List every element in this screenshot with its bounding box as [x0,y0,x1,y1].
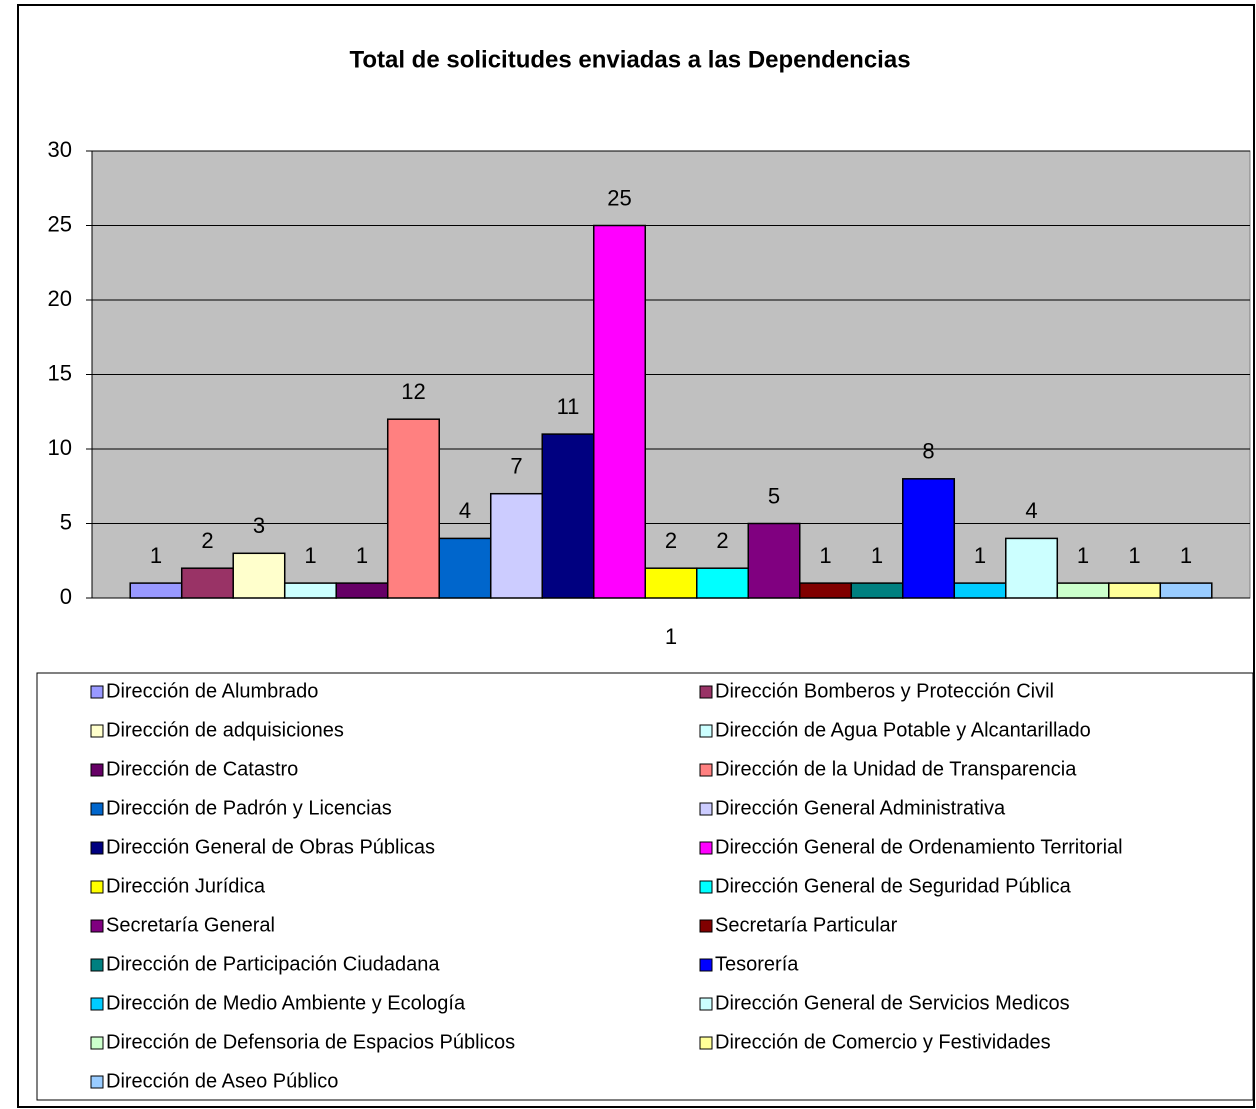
legend-swatch [90,919,104,933]
data-label: 11 [557,394,580,419]
legend-swatch [90,1075,104,1089]
legend-swatch [699,802,713,816]
legend-label: Dirección General Administrativa [715,797,1006,819]
data-label: 1 [356,543,368,568]
bar [283,582,337,599]
bar [696,567,750,599]
bar [335,582,389,599]
data-label: 3 [253,513,265,538]
legend-swatch [90,724,104,738]
y-tick-label: 25 [48,211,72,236]
legend-label: Secretaría Particular [715,914,898,936]
bar [747,522,801,599]
legend-swatch [699,997,713,1011]
data-label: 1 [1128,543,1140,568]
y-tick-label: 20 [48,286,72,311]
legend-swatch [699,919,713,933]
legend-label: Secretaría General [106,914,275,936]
legend-label: Dirección de la Unidad de Transparencia [715,758,1077,780]
x-tick-label: 1 [665,624,677,649]
legend-label: Dirección de Alumbrado [106,680,318,702]
data-label: 1 [974,543,986,568]
legend-swatch [90,880,104,894]
data-label: 5 [768,483,780,508]
legend-swatch [699,880,713,894]
legend-label: Dirección General de Servicios Medicos [715,992,1070,1014]
legend-label: Dirección de Agua Potable y Alcantarilla… [715,719,1091,741]
data-label: 1 [871,543,883,568]
legend-label: Dirección General de Obras Públicas [106,836,435,858]
y-tick-label: 15 [48,360,72,385]
legend-label: Tesorería [715,953,799,975]
data-label: 2 [201,528,213,553]
bar [180,567,234,599]
legend-label: Dirección de adquisiciones [106,719,344,741]
legend-label: Dirección de Aseo Público [106,1070,338,1092]
bar [386,418,440,599]
y-tick-label: 5 [60,509,72,534]
data-label: 4 [459,498,471,523]
legend-swatch [90,685,104,699]
y-tick-label: 30 [48,137,72,162]
legend-swatch [90,958,104,972]
data-label: 1 [150,543,162,568]
legend-label: Dirección de Defensoria de Espacios Públ… [106,1031,515,1053]
bar [850,582,904,599]
legend-label: Dirección de Catastro [106,758,298,780]
data-label: 2 [665,528,677,553]
legend-label: Dirección Jurídica [106,875,266,897]
bar [902,478,956,599]
legend-swatch [90,763,104,777]
data-label: 8 [922,439,934,464]
legend-label: Dirección General de Ordenamiento Territ… [715,836,1123,858]
legend-swatch [699,763,713,777]
bar [232,552,286,599]
bar [1159,582,1213,599]
data-label: 12 [401,379,425,404]
legend-swatch [90,1036,104,1050]
data-label: 7 [510,454,522,479]
legend-swatch [699,958,713,972]
legend-swatch [90,841,104,855]
data-label: 1 [1077,543,1089,568]
legend-label: Dirección Bomberos y Protección Civil [715,680,1054,702]
data-label: 2 [716,528,728,553]
data-label: 1 [1180,543,1192,568]
bar [489,492,543,599]
legend-swatch [699,1036,713,1050]
bar [799,582,853,599]
data-label: 1 [819,543,831,568]
legend-label: Dirección de Comercio y Festividades [715,1031,1051,1053]
chart-title: Total de solicitudes enviadas a las Depe… [349,46,910,73]
bar [129,582,183,599]
data-label: 1 [304,543,316,568]
legend-label: Dirección de Medio Ambiente y Ecología [106,992,466,1014]
bar [438,537,492,599]
legend-swatch [699,724,713,738]
y-tick-label: 10 [48,435,72,460]
bar [953,582,1007,599]
legend-label: Dirección General de Seguridad Pública [715,875,1072,897]
y-tick-label: 0 [60,584,72,609]
legend-swatch [90,802,104,816]
bar [592,224,646,599]
legend-swatch [90,997,104,1011]
data-label: 25 [607,185,631,210]
bar [541,433,595,599]
legend-label: Dirección de Padrón y Licencias [106,797,392,819]
bar [1005,537,1059,599]
legend-swatch [699,841,713,855]
legend-label: Dirección de Participación Ciudadana [106,953,440,975]
bar [1108,582,1162,599]
bar [644,567,698,599]
bar [1056,582,1110,599]
legend-swatch [699,685,713,699]
data-label: 4 [1025,498,1037,523]
legend-box [36,672,1254,1101]
